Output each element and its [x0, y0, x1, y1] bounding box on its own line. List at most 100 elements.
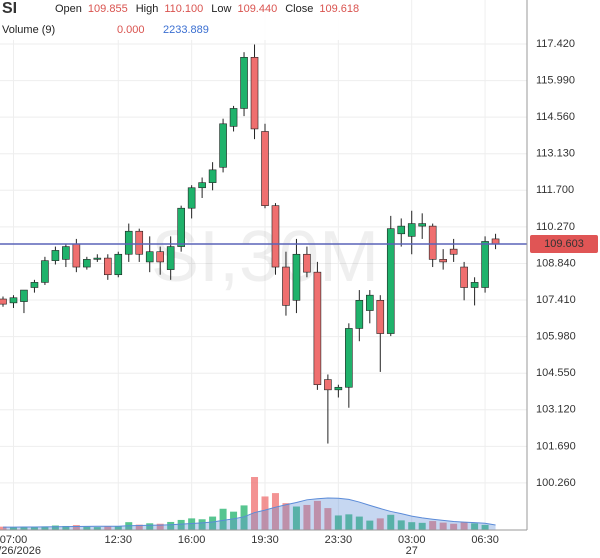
candle-body: [481, 241, 489, 288]
date-label: 01/26/2026: [0, 545, 41, 557]
volume-bar: [177, 519, 185, 530]
header-value: 110.100: [164, 3, 203, 15]
volume-value: 0.000: [117, 24, 145, 36]
candle-body: [72, 243, 81, 268]
candle-body: [229, 108, 238, 127]
volume-label: Volume (9): [2, 24, 55, 36]
volume-bar: [418, 522, 426, 530]
volume-bar: [271, 493, 279, 530]
candle-body: [292, 253, 301, 301]
volume-bar: [72, 525, 80, 530]
price-tag: [530, 234, 598, 253]
volume-bar: [93, 527, 101, 530]
candle-body: [166, 246, 175, 270]
x-tick-label: 07:00: [0, 534, 27, 546]
volume-bar: [261, 496, 269, 530]
candle-body: [470, 282, 479, 288]
x-tick-label: 16:00: [178, 534, 206, 546]
candle-body: [187, 187, 196, 209]
volume-bar: [471, 523, 479, 530]
volume-bar: [408, 522, 416, 530]
candle-body: [135, 230, 144, 255]
volume-bar: [230, 511, 238, 530]
candle-body: [334, 386, 343, 391]
candle-body: [282, 266, 290, 306]
y-tick-label: 115.990: [536, 74, 575, 86]
volume-bar: [334, 515, 342, 530]
candle-body: [0, 298, 7, 305]
volume-average: 2233.889: [163, 24, 209, 36]
candle-body: [250, 56, 259, 130]
volume-bar: [324, 508, 332, 530]
y-tick-label: 117.420: [536, 38, 575, 50]
candle-body: [240, 56, 248, 109]
candle-body: [219, 123, 227, 168]
volume-bar: [219, 508, 227, 530]
candle-body: [83, 259, 91, 268]
volume-bar: [62, 525, 70, 530]
volume-bar: [292, 506, 300, 530]
x-tick-label: 23:30: [325, 534, 353, 546]
volume-bar: [30, 527, 38, 530]
candle-body: [198, 182, 206, 189]
x-tick-label: 03:00: [398, 534, 426, 546]
candle-body: [365, 294, 374, 311]
volume-bar: [282, 503, 290, 530]
watermark: SI,30M: [151, 217, 379, 297]
candle-body: [345, 328, 353, 388]
candle-body: [439, 259, 447, 263]
y-tick-label: 104.550: [536, 367, 576, 379]
volume-bar: [397, 520, 405, 530]
volume-bar: [104, 526, 112, 530]
y-tick-label: 111.700: [536, 184, 574, 196]
volume-bar: [83, 526, 91, 530]
volume-bar: [20, 526, 28, 530]
volume-bar: [240, 505, 248, 530]
volume-bar: [114, 526, 122, 530]
volume-bar: [387, 514, 395, 530]
candle-body: [41, 260, 49, 283]
header-value: 109.855: [88, 3, 128, 15]
candle-body: [355, 299, 364, 329]
price-tag-label: 109.603: [544, 238, 584, 250]
volume-bar: [188, 518, 196, 530]
candle-body: [114, 253, 123, 276]
volume-bar: [481, 524, 489, 530]
candle-body: [303, 253, 311, 273]
candle-body: [104, 257, 112, 276]
candle-body: [397, 225, 406, 235]
candle-body: [428, 225, 437, 260]
y-tick-label: 114.560: [536, 111, 575, 123]
y-tick-label: 101.690: [536, 440, 576, 452]
y-tick-label: 100.260: [536, 477, 576, 489]
volume-bar: [345, 514, 353, 530]
x-tick-label: 06:30: [471, 534, 499, 546]
header-bg: [0, 0, 360, 40]
header-label: Close: [285, 3, 313, 15]
candle-body: [177, 207, 185, 247]
volume-bar: [209, 516, 217, 530]
volume-bar: [303, 504, 311, 530]
volume-bar: [51, 525, 59, 530]
volume-bar: [366, 520, 374, 530]
volume-bar: [167, 521, 175, 530]
volume-ma-line: [3, 497, 496, 528]
header-value: 109.440: [237, 3, 277, 15]
volume-bar: [135, 524, 143, 530]
volume-bar: [355, 516, 363, 530]
candle-body: [20, 289, 28, 302]
volume-bar: [146, 523, 154, 530]
candle-body: [449, 248, 458, 255]
candle-body: [418, 223, 427, 227]
x-tick-label: 19:30: [251, 534, 279, 546]
candle-body: [386, 228, 395, 334]
volume-bar: [439, 522, 447, 530]
volume-bar: [156, 523, 164, 530]
y-tick-label: 103.120: [536, 404, 576, 416]
candle-body: [376, 299, 385, 334]
volume-bar: [9, 527, 17, 530]
candle-body: [460, 266, 468, 288]
candle-body: [30, 282, 39, 288]
volume-bar: [251, 477, 259, 530]
candle-body: [156, 251, 164, 263]
